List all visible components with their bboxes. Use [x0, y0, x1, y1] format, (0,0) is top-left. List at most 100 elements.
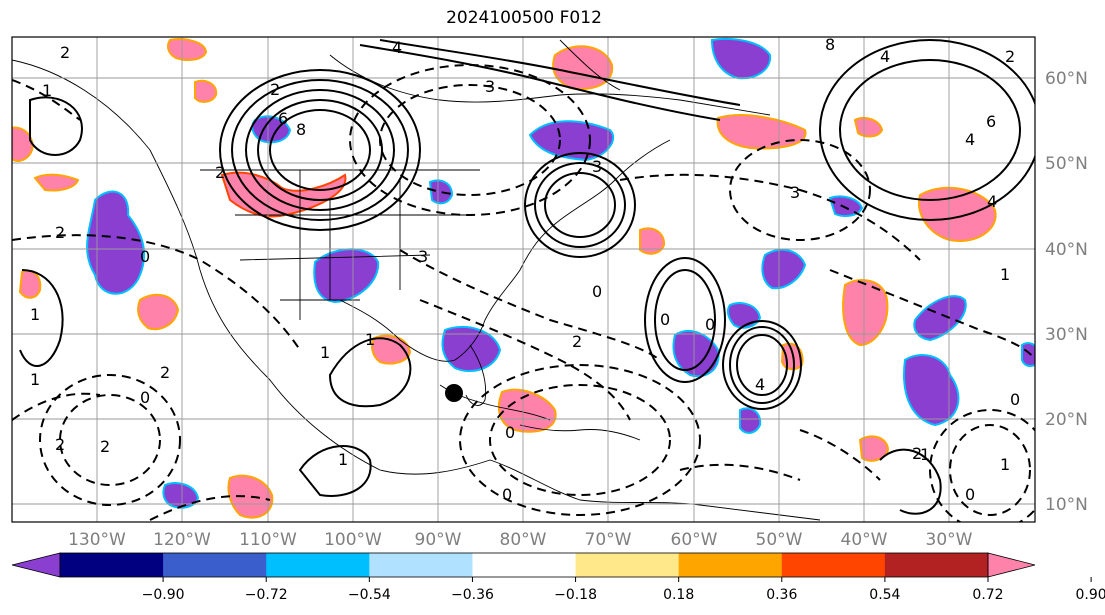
patch-pink — [552, 45, 614, 91]
contour-label: 8 — [296, 120, 306, 139]
colorbar-tick-label: 0.72 — [972, 587, 1003, 603]
colorbar-segment — [60, 553, 164, 577]
contour-label: 1 — [320, 343, 330, 362]
lat-label: 40°N — [1045, 240, 1088, 260]
colorbar-extend-low — [11, 552, 61, 578]
contour-label: 2 — [1005, 47, 1015, 66]
colorbar-tick-label: −0.54 — [348, 587, 391, 603]
patch-purple — [441, 325, 502, 372]
contour-label: 0 — [140, 388, 150, 407]
colorbar-tick-label: −0.72 — [245, 587, 288, 603]
contour-label: 2 — [572, 332, 582, 351]
lon-label: 70°W — [585, 530, 632, 550]
contour-label: 6 — [986, 112, 996, 131]
contour-label: 8 — [825, 35, 835, 54]
contour-label: 3 — [418, 247, 428, 266]
colorbar-tick-label: 0.90 — [1076, 587, 1105, 603]
patch-purple — [761, 248, 807, 290]
graticule — [12, 37, 1035, 522]
lon-label: 90°W — [415, 530, 462, 550]
patch-purple — [672, 330, 720, 378]
colorbar-segment — [472, 553, 577, 577]
patch-purple — [528, 120, 615, 162]
contour-label: 2 — [60, 43, 70, 62]
contour-label: 0 — [965, 485, 975, 504]
location-marker — [445, 384, 463, 402]
contour-label: 3 — [592, 157, 602, 176]
contour-label: 1 — [1000, 455, 1010, 474]
patch-purple — [251, 115, 292, 144]
patch-pink — [842, 279, 889, 347]
contour-label: 2 — [100, 437, 110, 456]
colorbar-tick-label: −0.90 — [142, 587, 185, 603]
contour-label: 0 — [502, 485, 512, 504]
contour-label: 1 — [30, 305, 40, 324]
patch-purple — [86, 190, 145, 295]
lon-label: 40°W — [841, 530, 888, 550]
contour-label: 6 — [278, 109, 288, 128]
longitude-labels: 130°W 120°W 110°W 100°W 90°W 80°W 70°W 6… — [68, 530, 973, 550]
contour-label: 0 — [660, 310, 670, 329]
patch-pink — [497, 388, 557, 433]
patch-pink — [18, 270, 42, 299]
lat-label: 10°N — [1045, 495, 1088, 515]
colorbar-extend-high — [987, 552, 1036, 578]
lat-label: 60°N — [1045, 69, 1088, 89]
contour-label: 0 — [705, 315, 715, 334]
contour-label: 4 — [880, 47, 890, 66]
colorbar-segment — [266, 553, 370, 577]
contour-label: 0 — [140, 247, 150, 266]
contour-label: 3 — [790, 183, 800, 202]
contour-label: 2 — [55, 435, 65, 454]
anomaly-patches — [12, 37, 1035, 519]
colorbar-segment — [369, 553, 473, 577]
patch-purple — [828, 195, 864, 217]
patch-pink — [167, 38, 208, 61]
latitude-labels: 60°N 50°N 40°N 30°N 20°N 10°N — [1045, 69, 1088, 515]
lon-label: 80°W — [500, 530, 547, 550]
colorbar-tick-label: −0.36 — [451, 587, 494, 603]
lon-label: 130°W — [68, 530, 126, 550]
contour-label: 0 — [592, 282, 602, 301]
colorbar-segment — [163, 553, 267, 577]
contour-label: 1 — [338, 450, 348, 469]
coastlines — [12, 39, 821, 521]
patch-purple — [903, 354, 960, 427]
contour-label: 1 — [30, 370, 40, 389]
colorbar-tick-label: −0.18 — [554, 587, 597, 603]
contour-label: 0 — [505, 423, 515, 442]
lat-label: 30°N — [1045, 325, 1088, 345]
contour-label: 1 — [920, 445, 930, 464]
contour-label: 0 — [1010, 390, 1020, 409]
contour-label: 2 — [160, 363, 170, 382]
lon-label: 60°W — [671, 530, 718, 550]
solid-contours — [19, 39, 1035, 515]
lat-label: 50°N — [1045, 154, 1088, 174]
colorbar-border — [59, 552, 989, 578]
contour-label: 1 — [365, 330, 375, 349]
patch-purple — [739, 407, 762, 434]
lon-label: 50°W — [756, 530, 803, 550]
colorbar-segment — [678, 553, 783, 577]
lon-label: 30°W — [926, 530, 973, 550]
contour-label: 2 — [270, 80, 280, 99]
contour-label: 2 — [912, 444, 922, 463]
patch-pink — [918, 186, 997, 242]
patch-pink — [716, 114, 807, 150]
colorbar-tick-label: 0.36 — [766, 587, 797, 603]
contour-label: 2 — [55, 223, 65, 242]
lat-label: 20°N — [1045, 410, 1088, 430]
contour-label: 4 — [392, 38, 402, 57]
patch-pink — [639, 227, 666, 255]
patch-pink — [853, 117, 884, 138]
patch-pink — [137, 293, 180, 330]
colorbar-segment — [575, 553, 680, 577]
contour-labels: 2 1 4 3 2 6 8 8 4 2 0 3 3 6 4 2 0 2 1 2 … — [30, 35, 1020, 504]
patch-pink — [194, 79, 218, 103]
colorbar-tick-label: 0.54 — [869, 587, 900, 603]
dashed-contours — [12, 64, 1035, 522]
contour-label: 1 — [42, 81, 52, 100]
contour-label: 4 — [987, 192, 997, 211]
contour-label: 4 — [755, 375, 765, 394]
map-frame — [11, 36, 1036, 523]
